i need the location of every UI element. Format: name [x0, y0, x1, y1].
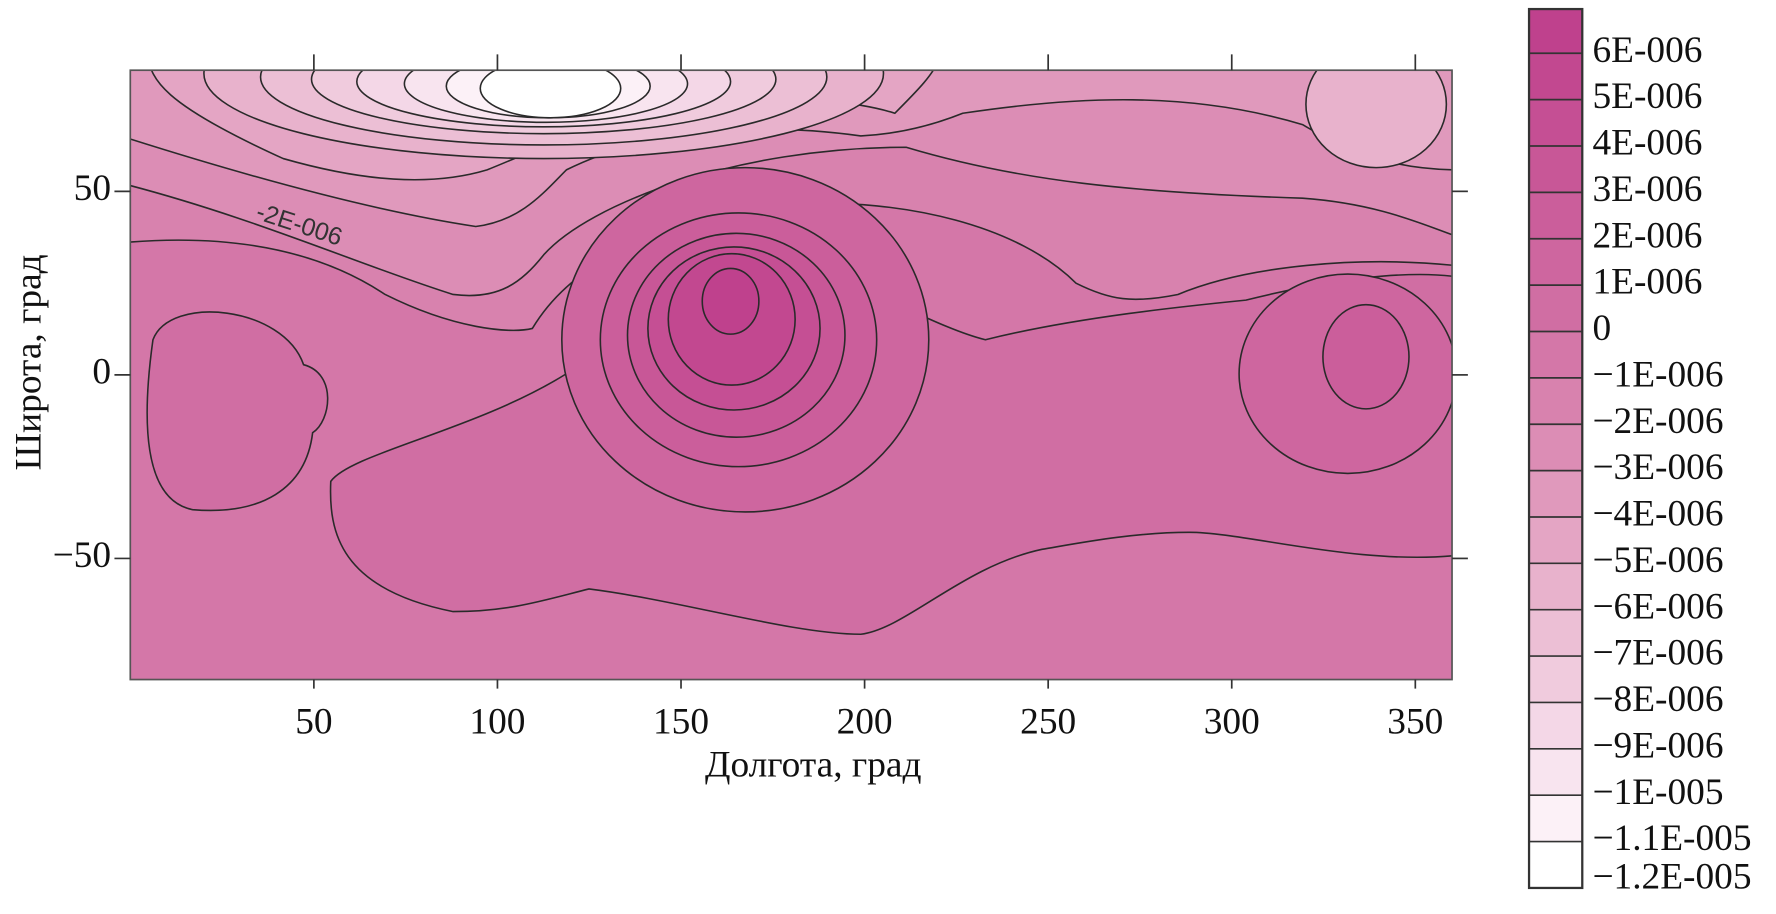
colorbar-label: 6E-006 — [1592, 30, 1702, 71]
y-tick-label: −50 — [53, 535, 111, 576]
contour-region — [479, 70, 622, 119]
colorbar-swatch — [1529, 841, 1583, 888]
contour-field: -2E-006 — [130, 70, 1453, 680]
colorbar-swatch — [1529, 331, 1583, 378]
colorbar-label: 1E-006 — [1592, 262, 1702, 303]
colorbar-swatch — [1529, 192, 1583, 239]
colorbar-label: −5E-006 — [1592, 540, 1723, 581]
colorbar-swatch — [1529, 470, 1583, 517]
colorbar-swatch — [1529, 424, 1583, 471]
colorbar-swatch — [1529, 238, 1583, 286]
colorbar-label: −1E-005 — [1592, 772, 1723, 813]
y-tick-label: 0 — [92, 351, 111, 392]
x-axis-label: Долгота, град — [705, 744, 922, 785]
colorbar-swatch — [1529, 795, 1583, 842]
x-tick-label: 350 — [1387, 701, 1443, 742]
colorbar-label: −1.1E-005 — [1592, 818, 1751, 859]
x-tick-label: 100 — [469, 701, 525, 742]
colorbar-swatch — [1529, 563, 1583, 610]
x-tick-label: 200 — [837, 701, 893, 742]
colorbar-label: −9E-006 — [1592, 725, 1723, 766]
colorbar-swatch — [1529, 748, 1583, 796]
contour-region — [1322, 303, 1410, 410]
x-tick-label: 50 — [295, 701, 332, 742]
colorbar-swatch — [1529, 516, 1583, 564]
x-tick-label: 150 — [653, 701, 709, 742]
x-tick-label: 300 — [1204, 701, 1260, 742]
colorbar-label: −8E-006 — [1592, 679, 1723, 720]
contour-region — [701, 267, 760, 335]
colorbar-label: −1E-006 — [1592, 354, 1723, 395]
colorbar-label: −7E-006 — [1592, 633, 1723, 674]
colorbar-label: −6E-006 — [1592, 586, 1723, 627]
colorbar-swatch — [1529, 9, 1583, 54]
colorbar-swatch — [1529, 609, 1583, 657]
y-tick-label: 50 — [74, 168, 111, 209]
colorbar-label: 2E-006 — [1592, 215, 1702, 256]
colorbar-label: 0 — [1592, 308, 1611, 349]
colorbar-label: −2E-006 — [1592, 401, 1723, 442]
colorbar-swatch — [1529, 145, 1583, 193]
colorbar-swatch — [1529, 656, 1583, 703]
colorbar-swatch — [1529, 377, 1583, 425]
colorbar-label: 5E-006 — [1592, 76, 1702, 117]
colorbar-label: 4E-006 — [1592, 123, 1702, 164]
contour-region — [146, 311, 329, 512]
colorbar-swatch — [1529, 702, 1583, 749]
y-axis-label: Широта, град — [8, 254, 49, 470]
colorbar-label: 3E-006 — [1592, 169, 1702, 210]
colorbar-swatch — [1529, 53, 1583, 100]
colorbar-swatch — [1529, 285, 1583, 332]
x-tick-label: 250 — [1020, 701, 1076, 742]
colorbar-swatch — [1529, 99, 1583, 146]
contour-region — [1305, 70, 1448, 169]
colorbar-label: −1.2E-005 — [1592, 857, 1751, 898]
colorbar-label: −3E-006 — [1592, 447, 1723, 488]
colorbar-label: −4E-006 — [1592, 494, 1723, 535]
